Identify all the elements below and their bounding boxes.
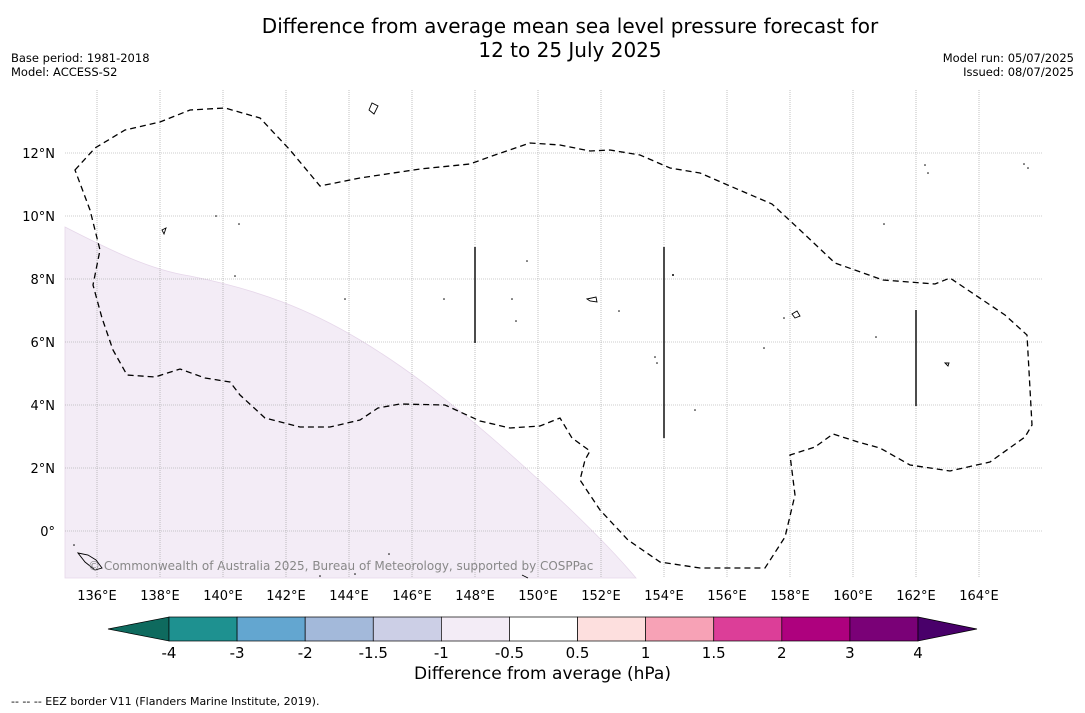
meta-right: Model run: 05/07/2025 Issued: 08/07/2025 (943, 51, 1074, 79)
map-panel: © Commonwealth of Australia 2025, Bureau… (64, 90, 1043, 579)
lat-tick-label: 12°N (22, 147, 55, 162)
colorbar-segment (509, 616, 578, 642)
colorbar-extend-high (917, 616, 978, 642)
gridlines (65, 90, 1043, 578)
shaded-pressure-region (64, 226, 637, 579)
colorbar-tick-label: -1 (434, 644, 449, 662)
map-title: Difference from average mean sea level p… (0, 14, 1085, 62)
lon-tick-label: 164°E (959, 589, 999, 604)
island-outline (368, 102, 379, 115)
lat-tick-label: 4°N (31, 399, 56, 414)
colorbar-segment (441, 616, 510, 642)
colorbar-tick-label: 1.5 (702, 644, 726, 662)
model-run-text: Model run: 05/07/2025 (942, 51, 1074, 65)
colorbar-tick-label: 1 (641, 644, 651, 662)
island-outline (161, 227, 167, 236)
lon-tick-label: 144°E (329, 589, 369, 604)
model-text: Model: ACCESS-S2 (11, 65, 118, 79)
eez-footnote: -- -- -- EEZ border V11 (Flanders Marine… (11, 695, 320, 708)
colorbar-tick-label: 0.5 (566, 644, 590, 662)
colorbar-segment (781, 616, 851, 642)
island-outline (521, 574, 529, 579)
lat-tick-label: 10°N (22, 210, 55, 225)
title-line-2: 12 to 25 July 2025 (478, 38, 662, 62)
meta-left: Base period: 1981-2018 Model: ACCESS-S2 (11, 51, 150, 79)
island-outline (76, 552, 103, 571)
colorbar-segment (168, 616, 238, 642)
colorbar-segment (577, 616, 646, 642)
vertical-markers (474, 247, 917, 438)
colorbar-tick-label: 3 (845, 644, 855, 662)
colorbar-tick-label: -1.5 (359, 644, 388, 662)
islands (76, 102, 950, 579)
lon-tick-label: 158°E (770, 589, 810, 604)
base-period-text: Base period: 1981-2018 (11, 51, 150, 65)
colorbar-tick-label: -4 (162, 644, 177, 662)
lon-tick-label: 142°E (266, 589, 306, 604)
colorbar-segment (713, 616, 783, 642)
lon-tick-label: 162°E (896, 589, 936, 604)
copyright-text: © Commonwealth of Australia 2025, Bureau… (88, 559, 593, 573)
island-dots (73, 163, 1029, 577)
colorbar-segment (304, 616, 374, 642)
lon-tick-label: 152°E (581, 589, 621, 604)
lon-tick-label: 154°E (644, 589, 684, 604)
issued-text: Issued: 08/07/2025 (963, 65, 1074, 79)
colorbar-tick-label: 4 (913, 644, 923, 662)
colorbar-label: Difference from average (hPa) (414, 664, 671, 684)
island-outline (943, 362, 950, 367)
latitude-tick-labels: 0° 2°N 4°N 6°N 8°N 10°N 12°N (22, 147, 55, 540)
lon-tick-label: 148°E (455, 589, 495, 604)
colorbar-tick-label: -3 (230, 644, 245, 662)
island-outline (585, 296, 598, 303)
lat-tick-label: 2°N (31, 462, 56, 477)
colorbar-segment (372, 616, 442, 642)
eez-border (74, 107, 1033, 569)
lat-tick-label: 8°N (31, 273, 56, 288)
island-outline (791, 310, 801, 319)
longitude-tick-labels: 136°E 138°E 140°E 142°E 144°E 146°E 148°E 150°E… (77, 589, 999, 604)
lon-tick-label: 138°E (140, 589, 180, 604)
lon-tick-label: 160°E (833, 589, 873, 604)
colorbar-tick-label: -2 (298, 644, 313, 662)
lon-tick-label: 140°E (203, 589, 243, 604)
colorbar-tick-label: -0.5 (495, 644, 524, 662)
lat-tick-label: 6°N (31, 336, 56, 351)
lat-tick-label: 0° (40, 525, 55, 540)
colorbar-tick-label: 2 (777, 644, 787, 662)
title-line-1: Difference from average mean sea level p… (261, 14, 879, 38)
colorbar-segment (645, 616, 715, 642)
colorbar: -4 -3 -2 -1.5 -1 -0.5 0.5 1 1.5 2 3 4 (107, 616, 978, 662)
lon-tick-label: 150°E (518, 589, 558, 604)
lon-tick-label: 146°E (392, 589, 432, 604)
colorbar-extend-low (107, 616, 170, 642)
colorbar-segment (236, 616, 306, 642)
colorbar-segment (849, 616, 919, 642)
lon-tick-label: 136°E (77, 589, 117, 604)
lon-tick-label: 156°E (707, 589, 747, 604)
